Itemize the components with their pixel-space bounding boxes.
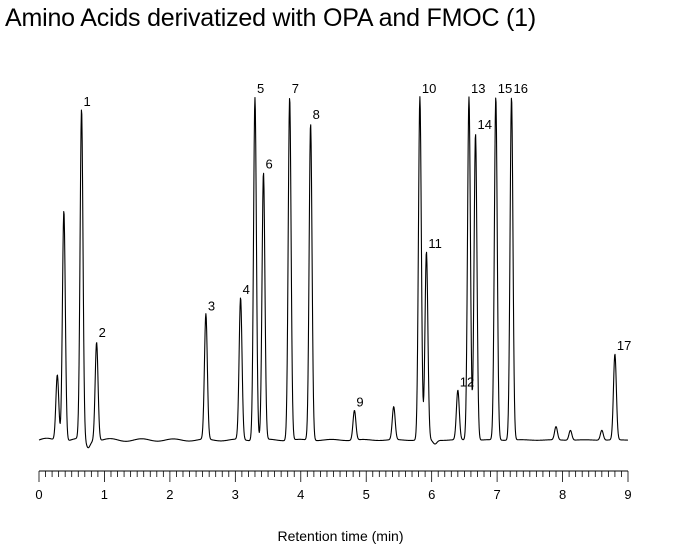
x-tick-label: 7 (493, 487, 500, 502)
peak-label: 1 (84, 94, 91, 109)
peak-label: 7 (292, 81, 299, 96)
x-tick-label: 4 (297, 487, 304, 502)
x-tick-label: 1 (101, 487, 108, 502)
peak-label: 5 (257, 81, 264, 96)
peak-label: 12 (460, 375, 474, 390)
x-tick-label: 9 (624, 487, 631, 502)
x-tick-label: 5 (363, 487, 370, 502)
peak-label: 4 (243, 282, 250, 297)
peak-label: 14 (478, 117, 492, 132)
peak-label: 17 (617, 338, 631, 353)
x-axis-label: Retention time (min) (277, 528, 404, 544)
x-tick-label: 6 (428, 487, 435, 502)
chromatogram-trace (38, 96, 629, 449)
x-axis-tick-labels: 0 1 2 3 4 5 6 7 8 9 (35, 487, 631, 502)
x-tick-label: 2 (166, 487, 173, 502)
peak-label: 3 (208, 299, 215, 314)
x-tick-label: 3 (232, 487, 239, 502)
peak-label: 2 (99, 325, 106, 340)
x-tick-label: 0 (35, 487, 42, 502)
peak-label: 9 (356, 394, 363, 409)
chart-title: Amino Acids derivatized with OPA and FMO… (5, 4, 537, 32)
peak-label: 16 (514, 81, 528, 96)
peak-label: 10 (422, 81, 436, 96)
peak-label: 8 (313, 107, 320, 122)
peak-label: 13 (471, 81, 485, 96)
peak-label: 11 (428, 236, 442, 251)
peak-label: 6 (266, 157, 273, 172)
x-axis-ticks (38, 471, 629, 482)
x-tick-label: 8 (559, 487, 566, 502)
peak-label: 15 (498, 81, 512, 96)
